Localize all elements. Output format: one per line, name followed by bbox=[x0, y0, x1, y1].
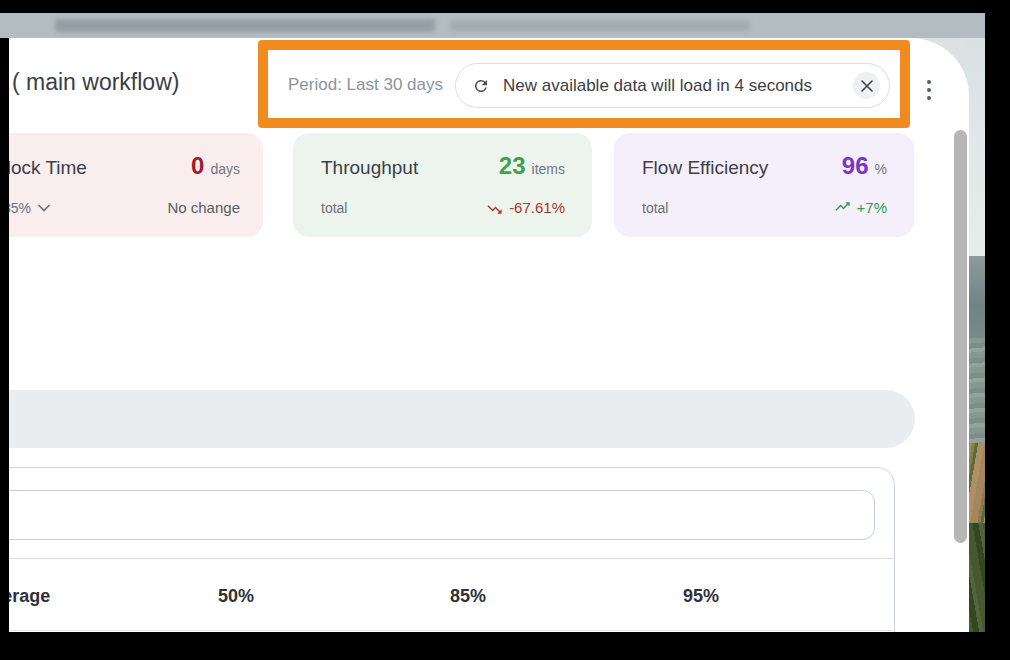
scrollbar-thumb[interactable] bbox=[954, 130, 967, 543]
metric-card-throughput: Throughput 23items total -67.61% bbox=[293, 133, 592, 237]
metric-unit: days bbox=[210, 161, 240, 177]
panel-divider bbox=[9, 558, 894, 559]
table-header-85: 85% bbox=[450, 585, 486, 607]
percentile-selector[interactable]: 85% bbox=[9, 198, 50, 218]
toast-message: New available data will load in 4 second… bbox=[503, 76, 812, 96]
table-header-border bbox=[9, 630, 894, 631]
table-header-50: 50% bbox=[218, 585, 254, 607]
page-title: ( main workflow) bbox=[12, 69, 179, 96]
kebab-menu-button[interactable] bbox=[920, 78, 938, 102]
metric-value: 23items bbox=[499, 153, 565, 182]
section-header-bar bbox=[9, 390, 915, 448]
background-smudge bbox=[55, 19, 435, 32]
refresh-icon bbox=[472, 77, 490, 95]
metric-title: Block Time bbox=[9, 155, 87, 181]
metric-value: 96% bbox=[842, 153, 887, 182]
metric-trend: -67.61% bbox=[486, 198, 565, 218]
metric-title: Flow Efficiency bbox=[642, 155, 768, 181]
trending-down-icon bbox=[486, 202, 503, 214]
metric-trend: +7% bbox=[834, 198, 887, 218]
table-header-95: 95% bbox=[683, 585, 719, 607]
close-icon[interactable] bbox=[853, 72, 880, 99]
trending-up-icon bbox=[834, 202, 851, 214]
metric-title: Throughput bbox=[321, 155, 418, 181]
metric-card-flow-efficiency: Flow Efficiency 96% total +7% bbox=[614, 133, 914, 237]
metric-unit: items bbox=[532, 161, 565, 177]
metric-card-block-time: Block Time 0days 85% No change bbox=[9, 133, 263, 237]
dashboard-modal: ( main workflow) Period: Last 30 days Ne… bbox=[9, 38, 969, 632]
metric-trend: No change bbox=[167, 198, 240, 218]
period-label: Period: Last 30 days bbox=[288, 75, 443, 95]
chevron-down-icon bbox=[38, 204, 50, 212]
metric-scope: total bbox=[321, 198, 347, 218]
background-browser-bar bbox=[0, 13, 985, 38]
table-header-average: Average bbox=[9, 585, 50, 607]
metric-unit: % bbox=[875, 161, 887, 177]
metric-scope: total bbox=[642, 198, 668, 218]
background-smudge bbox=[450, 20, 750, 31]
metric-value: 0days bbox=[191, 153, 240, 182]
data-reload-toast: New available data will load in 4 second… bbox=[455, 63, 890, 108]
filter-input[interactable] bbox=[9, 490, 875, 540]
